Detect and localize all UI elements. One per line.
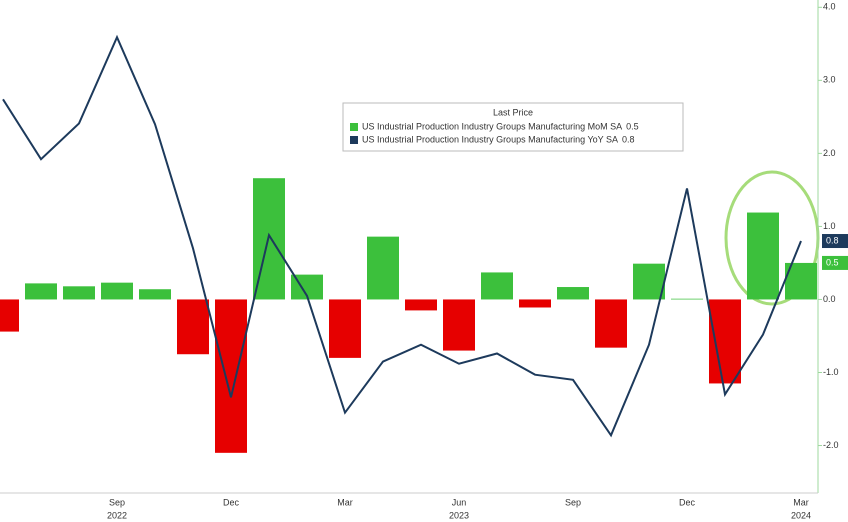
- bar: [177, 299, 209, 355]
- x-tick-label: Mar: [337, 497, 353, 507]
- x-tick-label: Mar: [793, 497, 809, 507]
- bar: [329, 299, 361, 358]
- bar: [139, 289, 171, 300]
- bar: [443, 299, 475, 351]
- bar: [215, 299, 247, 453]
- bar: [519, 299, 551, 308]
- legend-swatch: [350, 123, 358, 131]
- y-tick-label: 0.0: [823, 294, 836, 304]
- last-value-tag: [822, 234, 848, 249]
- x-year-label: 2022: [107, 510, 127, 520]
- bar: [367, 236, 399, 300]
- legend-label: US Industrial Production Industry Groups…: [362, 121, 622, 131]
- bar: [481, 272, 513, 300]
- y-tick-label: -1.0: [823, 367, 839, 377]
- bar: [557, 287, 589, 300]
- x-year-label: 2023: [449, 510, 469, 520]
- bar: [405, 299, 437, 311]
- bar: [25, 283, 57, 300]
- legend-box: [342, 102, 684, 152]
- legend-swatch: [350, 136, 358, 144]
- legend-value: 0.5: [626, 121, 639, 131]
- bar: [595, 299, 627, 348]
- x-year-label: 2024: [791, 510, 811, 520]
- legend-value: 0.8: [622, 134, 635, 144]
- bar: [671, 298, 703, 300]
- line: [2, 34, 802, 438]
- y-tick-label: 4.0: [823, 2, 836, 12]
- legend-title: Last Price: [493, 107, 533, 117]
- bar: [101, 282, 133, 300]
- last-value-label: 0.5: [826, 257, 839, 267]
- x-tick-label: Dec: [223, 497, 240, 507]
- bar: [633, 263, 665, 300]
- last-value-tag: [822, 255, 848, 270]
- bar: [0, 299, 19, 332]
- bar: [747, 212, 779, 300]
- y-tick-label: -2.0: [823, 440, 839, 450]
- x-tick-label: Sep: [565, 497, 581, 507]
- y-tick-label: 3.0: [823, 75, 836, 85]
- x-tick-label: Jun: [452, 497, 467, 507]
- x-tick-label: Sep: [109, 497, 125, 507]
- bar: [709, 299, 741, 384]
- x-tick-label: Dec: [679, 497, 696, 507]
- legend-label: US Industrial Production Industry Groups…: [362, 134, 618, 144]
- last-value-label: 0.8: [826, 235, 839, 245]
- bar: [63, 286, 95, 300]
- y-tick-label: 1.0: [823, 221, 836, 231]
- y-tick-label: 2.0: [823, 148, 836, 158]
